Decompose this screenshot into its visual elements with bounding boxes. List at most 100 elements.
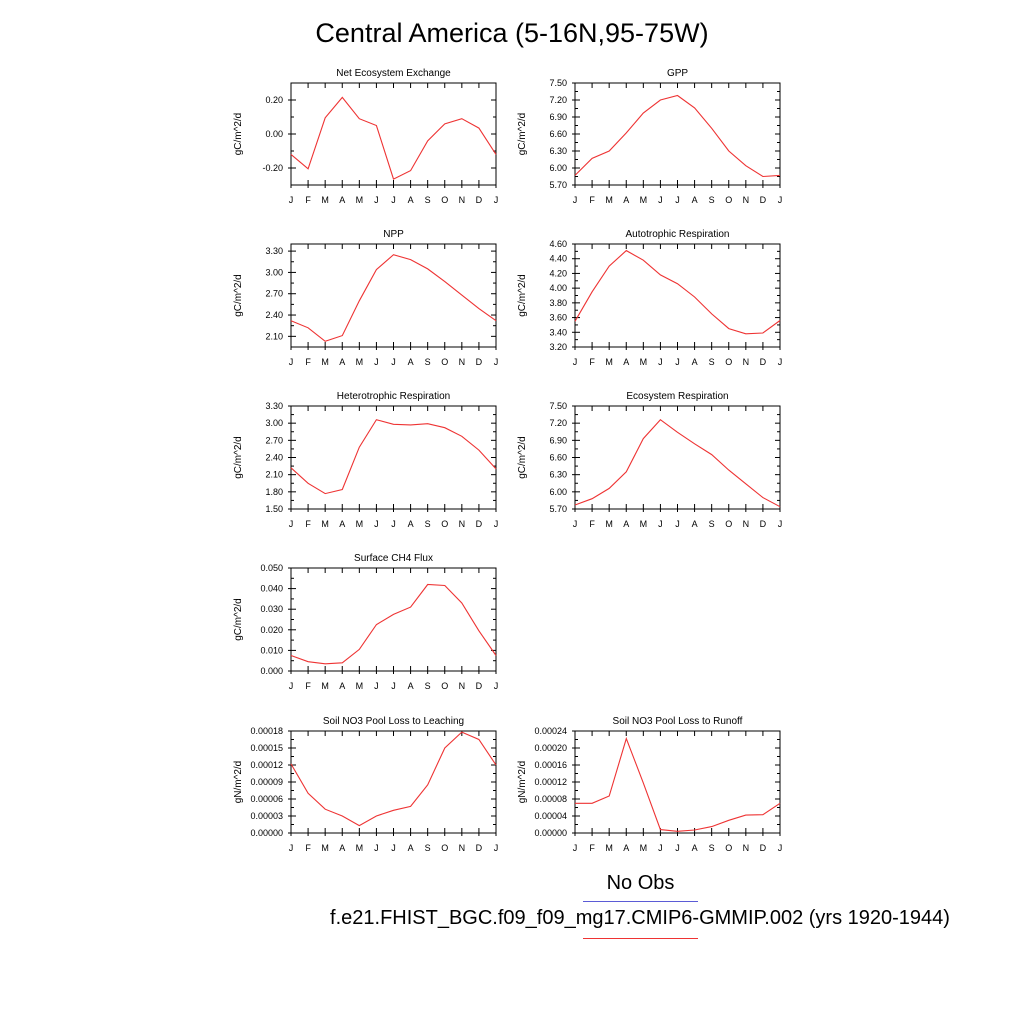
x-tick-label: J [573, 195, 578, 205]
x-tick-label: D [760, 195, 767, 205]
x-tick-label: N [743, 357, 750, 367]
x-tick-label: O [725, 195, 732, 205]
y-tick-label: 0.00 [265, 129, 283, 139]
x-tick-label: D [476, 843, 483, 853]
series-line [290, 419, 497, 495]
chart-title: Ecosystem Respiration [626, 391, 728, 402]
x-tick-label: F [589, 195, 595, 205]
y-tick-label: 3.80 [549, 298, 567, 308]
y-tick-label: 0.030 [260, 604, 283, 614]
legend-obs-label: No Obs [606, 872, 675, 894]
x-tick-label: A [623, 195, 629, 205]
series-line [574, 418, 781, 508]
y-tick-label: 4.00 [549, 283, 567, 293]
x-tick-label: S [709, 843, 715, 853]
y-tick-label: 5.70 [549, 180, 567, 190]
x-tick-label: J [374, 357, 379, 367]
x-tick-label: J [658, 195, 663, 205]
y-axis-label: gN/m^2/d [517, 761, 528, 804]
x-tick-label: N [743, 195, 750, 205]
x-tick-label: F [589, 843, 595, 853]
x-tick-label: M [605, 195, 613, 205]
x-tick-label: S [425, 195, 431, 205]
x-tick-label: O [725, 519, 732, 529]
y-tick-label: 4.40 [549, 254, 567, 264]
y-axis-label: gN/m^2/d [233, 761, 244, 804]
x-tick-label: D [476, 681, 483, 691]
x-tick-label: M [321, 519, 329, 529]
y-tick-label: 7.50 [549, 401, 567, 411]
plot-frame [290, 243, 497, 348]
x-tick-label: A [408, 357, 414, 367]
x-tick-label: M [321, 681, 329, 691]
y-axis-label: gC/m^2/d [517, 436, 528, 479]
x-tick-label: N [459, 681, 466, 691]
x-tick-label: A [408, 519, 414, 529]
x-tick-label: D [760, 519, 767, 529]
x-tick-label: F [305, 681, 311, 691]
plot-frame [290, 567, 497, 672]
plot-frame [290, 730, 497, 834]
y-tick-label: 3.00 [265, 267, 283, 277]
x-tick-label: J [675, 519, 680, 529]
y-tick-label: 0.00000 [250, 828, 283, 838]
y-axis-label: gC/m^2/d [233, 598, 244, 641]
plot-frame [290, 405, 497, 510]
chart-title: NPP [383, 229, 404, 240]
x-tick-label: O [441, 681, 448, 691]
y-tick-label: 0.20 [265, 95, 283, 105]
y-tick-label: 0.00006 [250, 794, 283, 804]
x-tick-label: D [760, 843, 767, 853]
y-tick-label: 3.00 [265, 418, 283, 428]
x-tick-label: J [778, 843, 783, 853]
x-tick-label: J [289, 681, 294, 691]
x-tick-label: M [640, 843, 648, 853]
y-tick-label: 1.50 [265, 504, 283, 514]
y-tick-label: 3.30 [265, 246, 283, 256]
x-tick-label: A [339, 357, 345, 367]
y-tick-label: 6.90 [549, 112, 567, 122]
plot-frame [574, 405, 781, 510]
series-line [574, 94, 781, 178]
chart-title: Surface CH4 Flux [354, 553, 433, 564]
y-tick-label: 7.20 [549, 95, 567, 105]
y-tick-label: 3.30 [265, 401, 283, 411]
y-axis-label: gC/m^2/d [233, 113, 244, 156]
x-tick-label: A [692, 195, 698, 205]
x-tick-label: A [339, 843, 345, 853]
y-tick-label: 6.00 [549, 487, 567, 497]
x-tick-label: O [441, 519, 448, 529]
x-tick-label: J [374, 519, 379, 529]
x-tick-label: A [692, 357, 698, 367]
chart-title: Autotrophic Respiration [626, 229, 730, 240]
y-tick-label: 6.90 [549, 435, 567, 445]
y-tick-label: 0.00012 [534, 777, 567, 787]
x-tick-label: M [356, 195, 364, 205]
x-tick-label: M [640, 357, 648, 367]
y-tick-label: 0.00024 [534, 726, 567, 736]
y-tick-label: 7.20 [549, 418, 567, 428]
x-tick-label: S [425, 519, 431, 529]
x-tick-label: F [305, 519, 311, 529]
y-tick-label: 0.00003 [250, 811, 283, 821]
x-tick-label: A [339, 195, 345, 205]
y-tick-label: 0.050 [260, 563, 283, 573]
x-tick-label: M [356, 843, 364, 853]
x-tick-label: D [760, 357, 767, 367]
x-tick-label: A [623, 357, 629, 367]
x-tick-label: M [605, 843, 613, 853]
x-tick-label: J [494, 519, 499, 529]
x-tick-label: M [356, 519, 364, 529]
x-tick-label: J [374, 195, 379, 205]
y-tick-label: 2.70 [265, 289, 283, 299]
x-tick-label: J [289, 519, 294, 529]
y-tick-label: 6.60 [549, 453, 567, 463]
x-tick-label: F [305, 357, 311, 367]
y-tick-label: 0.00018 [250, 726, 283, 736]
series-line [574, 249, 781, 335]
